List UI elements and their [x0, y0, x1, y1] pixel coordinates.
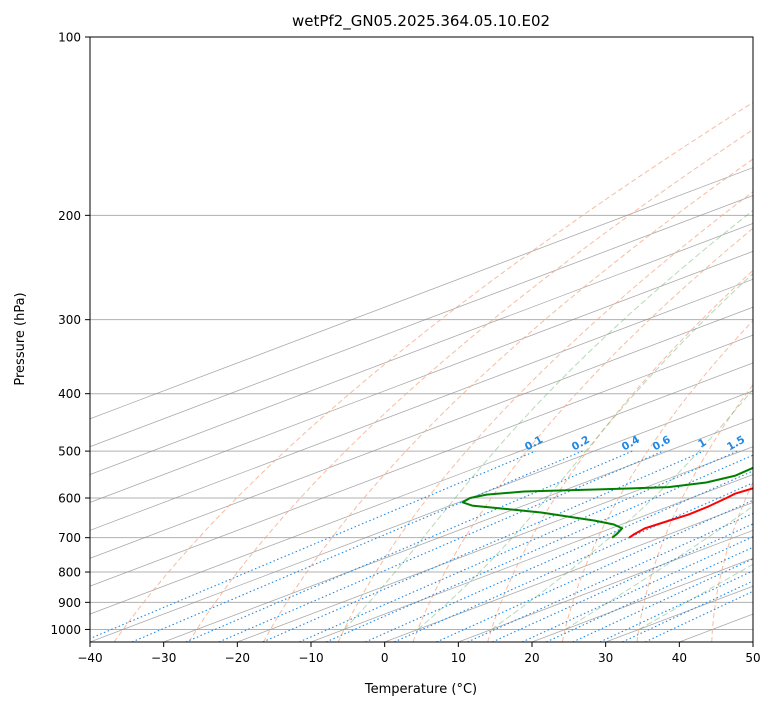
- y-tick-label: 200: [58, 209, 81, 223]
- temperature-profile-line: [628, 487, 753, 539]
- mixing-ratio-line: [521, 536, 753, 642]
- x-axis-label: Temperature (°C): [364, 682, 477, 697]
- dry-adiabat-line: [561, 319, 753, 642]
- dry-adiabat-line: [263, 158, 753, 642]
- y-tick-label: 300: [58, 313, 81, 327]
- x-tick-label: 50: [745, 651, 760, 665]
- moist-adiabat-line: [638, 563, 753, 630]
- x-tick-label: −40: [77, 651, 102, 665]
- mixing-ratio-line: [131, 450, 583, 642]
- chart-title: wetPf2_GN05.2025.364.05.10.E02: [292, 12, 550, 31]
- isotherm-line: [90, 250, 753, 503]
- mixing-ratio-line: [298, 450, 738, 642]
- dry-adiabat-line: [487, 269, 753, 642]
- dry-adiabat-line: [188, 128, 753, 642]
- mixing-ratio-line: [393, 482, 753, 642]
- isotherm-line: [90, 278, 753, 531]
- dry-adiabat-line: [636, 383, 753, 642]
- x-tick-label: 10: [451, 651, 466, 665]
- isotherm-line: [90, 334, 753, 587]
- y-tick-label: 1000: [50, 623, 81, 637]
- isotherm-line: [458, 529, 753, 642]
- moist-adiabat-line: [343, 209, 753, 630]
- y-tick-label: 500: [58, 445, 81, 459]
- isotherm-line: [90, 306, 753, 559]
- x-tick-label: −10: [298, 651, 323, 665]
- isotherm-line: [310, 474, 753, 642]
- x-tick-label: 30: [598, 651, 613, 665]
- mixing-ratio-line: [262, 450, 705, 642]
- y-tick-label: 400: [58, 387, 81, 401]
- isotherm-line: [90, 390, 753, 642]
- dewpoint-profile-line: [461, 466, 753, 539]
- mixing-ratio-line: [492, 523, 753, 642]
- axes: −40 −30 −20 −10 0 10 20 30 40 50 100 200 300 400 500 60…: [50, 31, 760, 666]
- dry-adiabat-line: [711, 480, 753, 642]
- mixing-ratio-line: [90, 450, 536, 640]
- y-tick-label: 900: [58, 596, 81, 610]
- isotherm-line: [163, 418, 753, 642]
- isotherm-line: [90, 195, 753, 448]
- x-tick-label: 20: [524, 651, 539, 665]
- isotherm-line: [90, 167, 753, 420]
- dry-adiabat-line: [412, 227, 753, 642]
- y-tick-label: 700: [58, 531, 81, 545]
- y-tick-label: 800: [58, 566, 81, 580]
- dry-adiabat-line: [113, 101, 753, 642]
- mixing-ratio-line: [218, 450, 664, 642]
- mixing-ratio-line: [467, 512, 753, 642]
- y-tick-label: 100: [58, 31, 81, 45]
- isotherm-line: [90, 362, 753, 615]
- x-tick-label: 40: [672, 651, 687, 665]
- mixing-ratio-line: [546, 546, 753, 642]
- mixing-ratio-line: [365, 470, 753, 642]
- y-axis-label: Pressure (hPa): [13, 292, 28, 385]
- isotherm-line: [237, 446, 753, 642]
- dry-adiabat-line: [337, 191, 753, 642]
- y-tick-label: 600: [58, 492, 81, 506]
- mixing-ratio-line: [436, 499, 753, 642]
- x-tick-label: −30: [151, 651, 176, 665]
- plot-frame: [89, 36, 754, 643]
- isotherm-line: [90, 223, 753, 476]
- x-tick-label: 0: [381, 651, 389, 665]
- x-tick-label: −20: [225, 651, 250, 665]
- isotherm-line: [384, 502, 753, 642]
